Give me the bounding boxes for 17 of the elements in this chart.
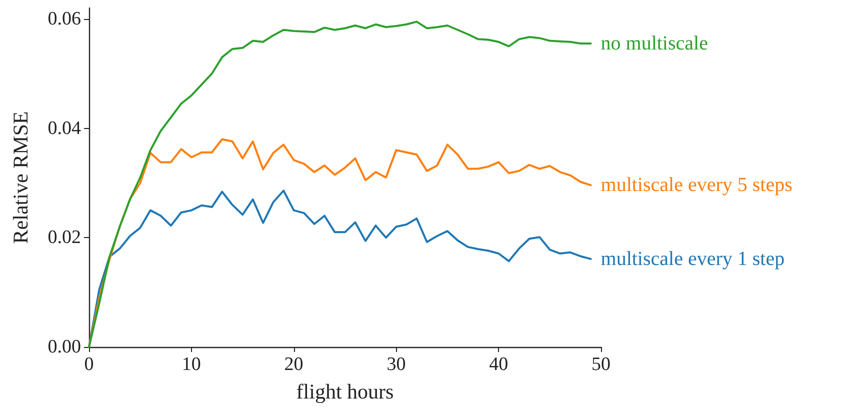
- x-tick-label: 10: [182, 354, 201, 375]
- y-tick-label: 0.02: [48, 227, 81, 248]
- y-axis-title: Relative RMSE: [8, 111, 32, 244]
- y-tick-label: 0.04: [48, 118, 82, 139]
- line-series: [88, 138, 592, 348]
- series-label: multiscale every 1 step: [600, 248, 785, 270]
- series-label: multiscale every 5 steps: [600, 174, 793, 196]
- y-tick-label: 0.06: [48, 8, 81, 30]
- line-series: [88, 20, 592, 348]
- x-tick-label: 20: [284, 354, 304, 375]
- x-tick-label: 40: [489, 354, 508, 375]
- series-label: no multiscale: [600, 32, 708, 55]
- y-tick-label: 0.00: [48, 336, 81, 358]
- x-tick-label: 30: [386, 354, 406, 375]
- x-axis-title: flight hours: [296, 380, 394, 404]
- x-tick-label: 50: [592, 354, 610, 375]
- x-tick-label: 0: [84, 354, 94, 375]
